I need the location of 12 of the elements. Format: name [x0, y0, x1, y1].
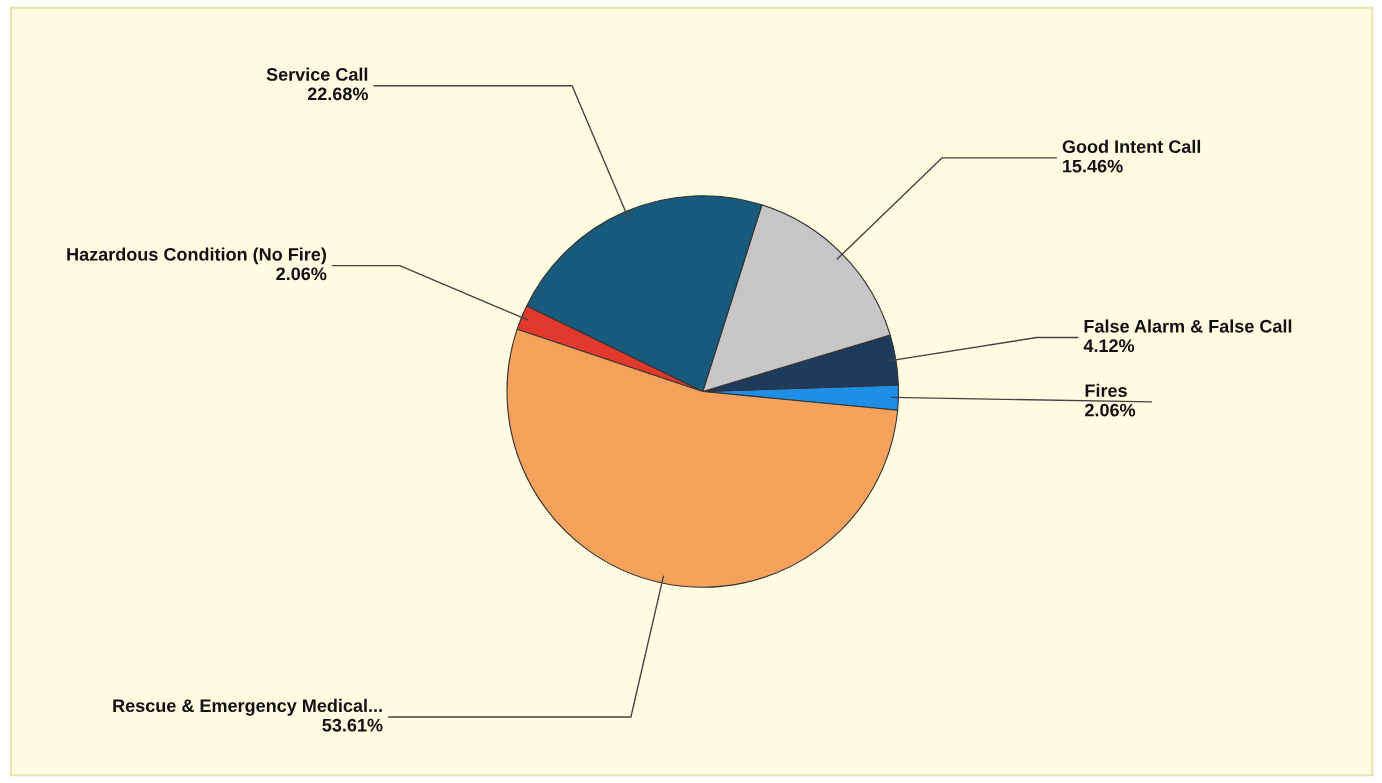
slice-label: Good Intent Call — [1062, 139, 1201, 154]
slice-label: Rescue & Emergency Medical... — [113, 698, 382, 716]
data-label: 22.68% — [307, 87, 368, 101]
data-label: 15.46% — [1063, 159, 1123, 173]
slice-label: False Alarm & False Call — [1084, 319, 1292, 333]
data-label: 4.12% — [1083, 339, 1135, 353]
slice-label: Hazardous Condition (No Fire) — [67, 247, 326, 265]
data-label: 2.06% — [1085, 403, 1136, 417]
slice-label: Service Call — [266, 67, 368, 81]
data-label: 2.06% — [276, 267, 327, 281]
slice-label: Fires — [1085, 383, 1127, 398]
data-label: 53.61% — [322, 718, 383, 732]
